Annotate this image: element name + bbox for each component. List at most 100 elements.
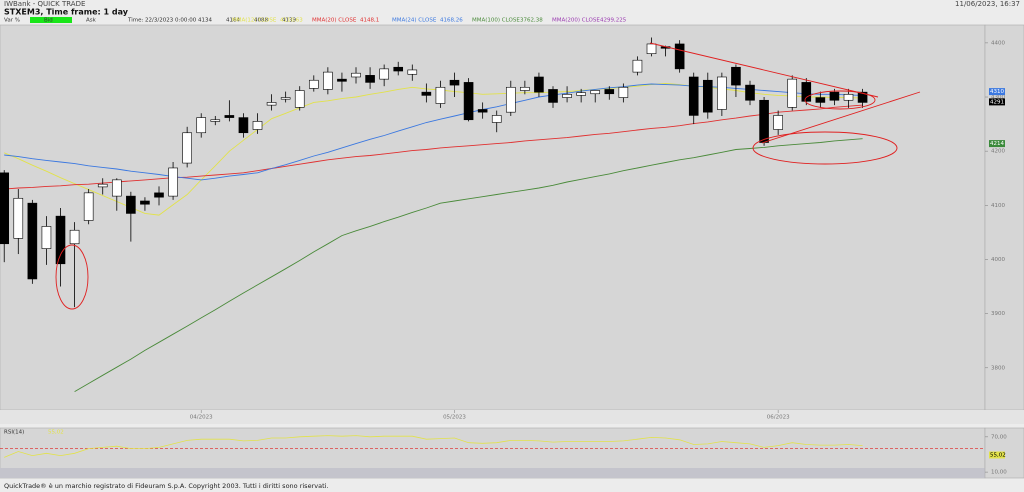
candle-body [13,197,24,239]
candle-body [477,109,488,113]
moving-average-line [4,104,863,190]
candle-body [449,79,460,86]
legend-name: MMA(20) CLOSE [312,18,357,24]
candle-body [407,69,418,75]
candle-body [421,91,432,96]
indicator-tag-label: 55,02 [990,453,1006,459]
candle-body [224,115,235,118]
candle-body [351,72,361,78]
candle-body [55,215,66,265]
candle-body [435,86,446,104]
candle-body [702,79,713,113]
candle-body [252,121,263,130]
price-tag-label: 4291 [990,99,1004,105]
candle-body [463,82,474,121]
plot-area [0,24,986,411]
candle-body [674,43,685,70]
candle-body [646,43,657,54]
candle-body [294,90,305,108]
candle-body [505,86,516,113]
x-tick-label: 04/2023 [190,415,213,421]
candle-body [759,99,769,143]
candle-body [618,86,629,98]
candle-body [238,117,249,134]
candle-body [393,66,404,72]
candle-body [69,229,80,245]
candle-body [126,195,136,214]
candle-body [0,172,10,245]
marks: Var % Bid Ask Time: 22/3/2023 0:00:00 4134 41… [0,18,1007,476]
indicator-tick-label: 70,00 [991,434,1007,440]
legend-value: 3762,38 [520,18,543,24]
chart-title: STXEM3, Time frame: 1 day [4,8,129,17]
candle-body [829,91,840,101]
clock: 11/06/2023, 16:37 [955,0,1020,8]
price-tag [989,88,1005,96]
legend-value: 4110,63 [280,18,303,24]
candle-body [140,200,150,205]
candle-body [323,71,333,90]
candle-body [520,86,530,91]
info-field: 4164 [226,18,240,24]
candle-body [337,78,347,82]
candle-body [801,82,812,102]
y-tick-label: 4000 [991,257,1005,263]
legend-value: 4299,225 [600,18,627,24]
candle-body [111,179,122,197]
annotation-circle [752,131,898,165]
candle-body [379,68,389,80]
candle-body [182,132,192,164]
price-axis [984,24,1024,411]
moving-average-line [74,138,863,392]
annotations [55,42,921,310]
candle-body [168,167,178,197]
legend-value: 4148,1 [360,18,379,24]
price-tag [989,140,1005,148]
indicator-name: RSI(14) [4,430,24,436]
legend-name: MMA(24) CLOSE [392,18,437,24]
candle-body [210,119,221,122]
candle-body [787,78,798,108]
candle-body [27,202,38,280]
annotation-circle [55,244,89,310]
candle-body [773,115,783,130]
y-tick-label: 3800 [991,365,1005,371]
price-tag [989,98,1005,106]
candle-body [843,94,854,101]
candle-body [83,192,94,221]
candle-body [731,66,741,86]
var-box [30,17,72,23]
date-axis [0,410,1024,424]
app-title: IWBank - QUICK TRADE [4,0,85,8]
candle-body [745,84,755,101]
candle-body [717,76,727,110]
candle-body [576,92,586,96]
candle-body [365,75,375,83]
y-tick-label: 4200 [991,149,1005,155]
candle-body [590,90,601,95]
info-field: Time: 22/3/2023 0:00:00 [127,18,197,24]
footer: QuickTrade® è un marchio registrato di F… [4,482,329,490]
indicator-value: 55,02 [48,430,64,436]
candle-body [266,102,277,106]
candle-body [534,76,544,93]
candle-body [815,97,826,103]
legend-name: MMA(100) CLOSE [472,18,520,24]
info-field: Bid [44,18,53,24]
info-field: 4134 [198,18,212,24]
price-tag-label: 4310 [990,89,1004,95]
indicator-tick-label: 10,00 [991,470,1007,476]
y-tick-label: 3900 [991,311,1005,317]
x-tick-label: 06/2023 [767,415,790,421]
legend-name: MMA(12) CLOSE [232,18,277,24]
candle-body [41,226,52,249]
candle-body [280,97,291,100]
candle-body [491,115,502,123]
candle-body [604,89,615,95]
indicator-band [0,468,985,478]
candle-body [154,192,164,198]
indicator-line [4,435,863,458]
indicator-tag [989,451,1005,459]
candle-body [562,94,572,98]
